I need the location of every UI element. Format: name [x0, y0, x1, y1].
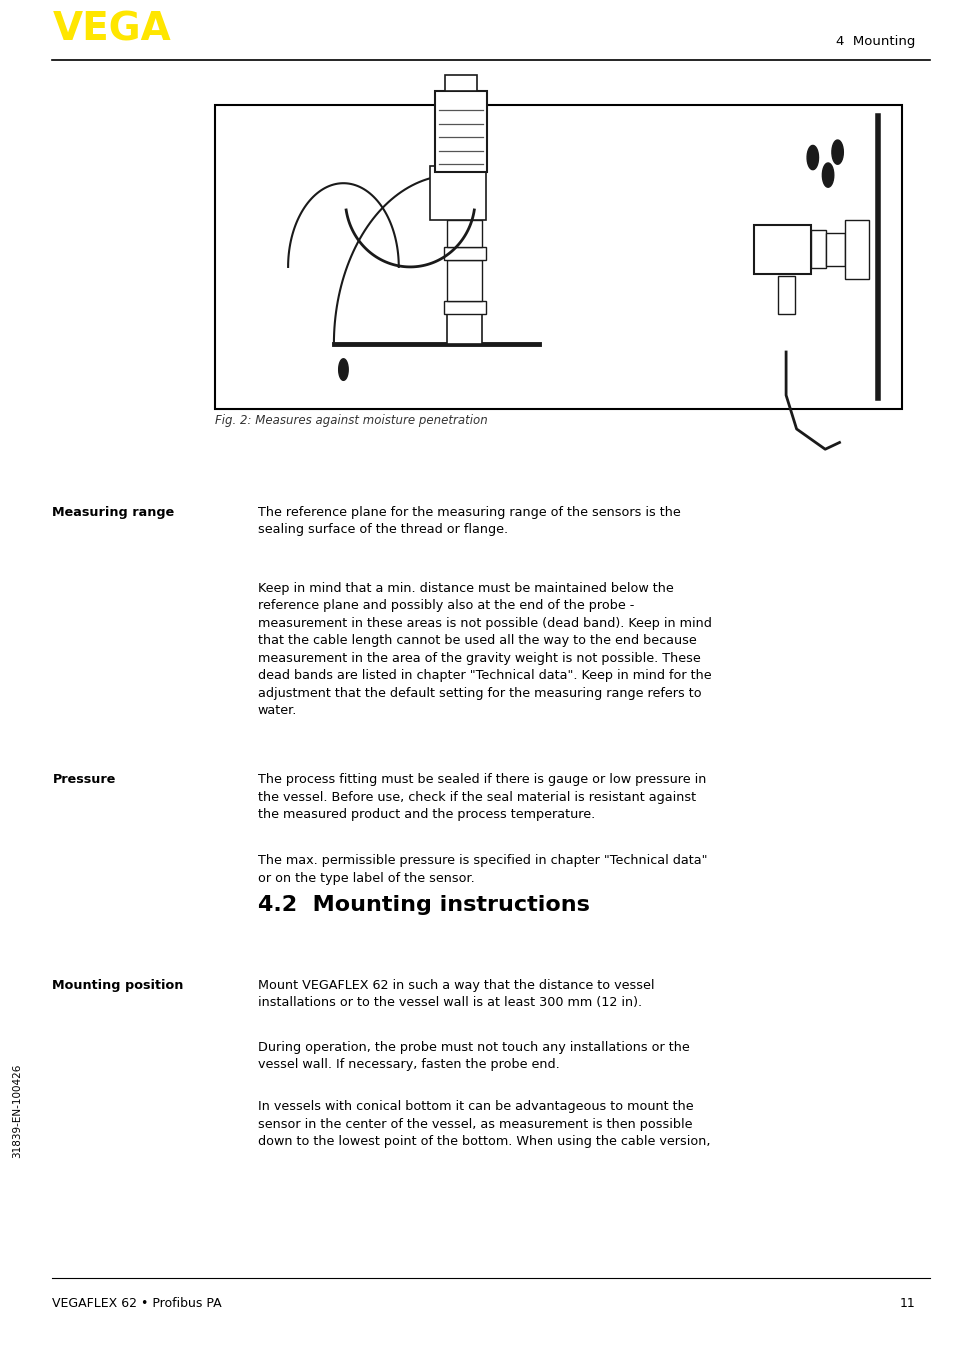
- Bar: [777, 276, 794, 314]
- Text: VEGA: VEGA: [52, 11, 171, 49]
- Text: 11: 11: [899, 1297, 915, 1311]
- Text: During operation, the probe must not touch any installations or the
vessel wall.: During operation, the probe must not tou…: [257, 1041, 689, 1071]
- Bar: [447, 260, 481, 301]
- Text: Measuring range: Measuring range: [52, 506, 174, 519]
- Bar: [430, 165, 485, 219]
- Text: Mounting position: Mounting position: [52, 979, 184, 991]
- Text: 4.2  Mounting instructions: 4.2 Mounting instructions: [257, 895, 589, 915]
- Text: Fig. 2: Measures against moisture penetration: Fig. 2: Measures against moisture penetr…: [214, 414, 487, 427]
- Text: In vessels with conical bottom it can be advantageous to mount the
sensor in the: In vessels with conical bottom it can be…: [257, 1099, 709, 1148]
- Text: Pressure: Pressure: [52, 773, 115, 787]
- Polygon shape: [338, 359, 348, 380]
- Bar: [444, 76, 476, 91]
- Polygon shape: [831, 139, 842, 164]
- Bar: [810, 230, 825, 268]
- Bar: [214, 104, 901, 409]
- Bar: [753, 225, 810, 274]
- Bar: [447, 314, 481, 344]
- Bar: [844, 219, 868, 279]
- Text: The reference plane for the measuring range of the sensors is the
sealing surfac: The reference plane for the measuring ra…: [257, 506, 679, 536]
- Bar: [443, 301, 485, 314]
- Text: 4  Mounting: 4 Mounting: [836, 35, 915, 49]
- Text: The process fitting must be sealed if there is gauge or low pressure in
the vess: The process fitting must be sealed if th…: [257, 773, 705, 822]
- Polygon shape: [806, 145, 818, 169]
- Bar: [443, 246, 485, 260]
- Bar: [825, 233, 844, 265]
- Text: 31839-EN-100426: 31839-EN-100426: [12, 1064, 22, 1158]
- Bar: [435, 91, 486, 172]
- Bar: [447, 219, 481, 246]
- Text: The max. permissible pressure is specified in chapter "Technical data"
or on the: The max. permissible pressure is specifi…: [257, 854, 706, 886]
- Text: Mount VEGAFLEX 62 in such a way that the distance to vessel
installations or to : Mount VEGAFLEX 62 in such a way that the…: [257, 979, 654, 1009]
- Polygon shape: [821, 162, 833, 187]
- Text: Keep in mind that a min. distance must be maintained below the
reference plane a: Keep in mind that a min. distance must b…: [257, 582, 711, 718]
- Text: VEGAFLEX 62 • Profibus PA: VEGAFLEX 62 • Profibus PA: [52, 1297, 222, 1311]
